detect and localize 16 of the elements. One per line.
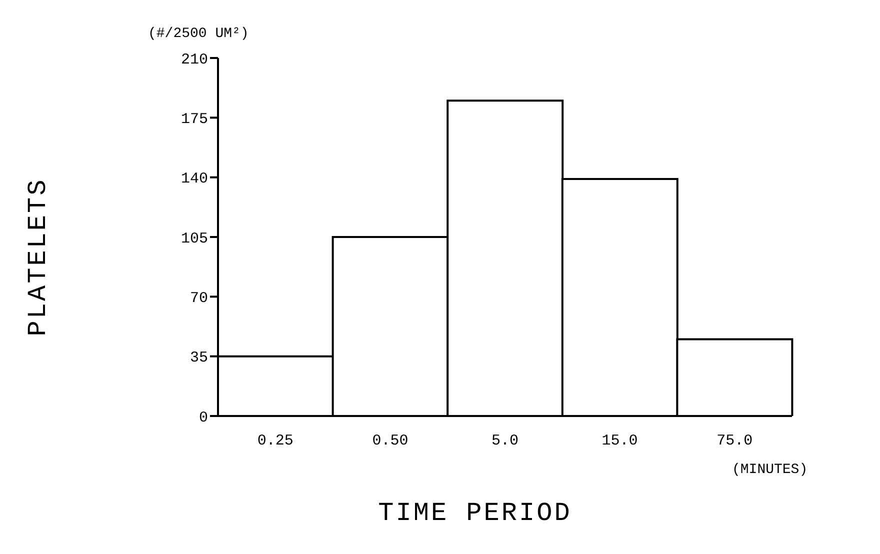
text: (#/2500 UM²) (148, 26, 249, 42)
x-tick-label: 0.25 (257, 432, 294, 450)
y-axis-title: PLATELETS (23, 178, 53, 336)
x-tick-label: 0.50 (372, 432, 408, 450)
x-tick-label: 5.0 (491, 432, 519, 450)
y-tick-label: 0 (198, 409, 208, 426)
x-axis-title: TIME PERIOD (377, 498, 573, 528)
y-tick-label: 105 (180, 230, 208, 248)
y-tick-label: 210 (180, 51, 208, 68)
y-tick-label: 140 (180, 170, 208, 188)
x-tick-label: 15.0 (602, 432, 638, 450)
y-tick-label: 70 (190, 290, 208, 307)
x-tick-label: 75.0 (716, 432, 753, 450)
text: (MINUTES) (732, 462, 808, 478)
y-tick-label: 175 (180, 110, 208, 128)
y-tick-label: 35 (190, 350, 208, 367)
